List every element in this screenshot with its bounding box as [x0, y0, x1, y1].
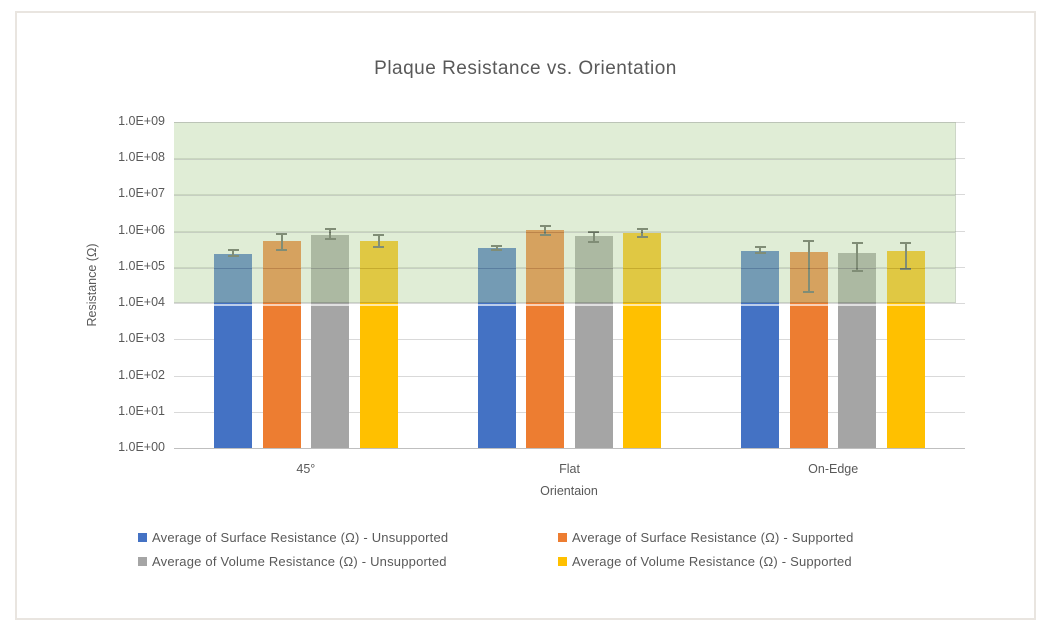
error-bar-cap-low-s2-c2 [539, 233, 551, 236]
bar-series1-cat1[interactable] [214, 254, 253, 448]
error-bar-cap-high-s4-c2 [636, 227, 648, 230]
x-axis-line [174, 448, 965, 449]
gridline-1e5 [174, 266, 965, 268]
bar-series4-cat3[interactable] [886, 250, 925, 448]
y-tick-label-1.0E+05: 1.0E+05 [118, 258, 165, 273]
y-tick-label-1.0E+07: 1.0E+07 [118, 186, 165, 201]
y-tick-label-1.0E+08: 1.0E+08 [118, 150, 165, 165]
band-bottom-edge [174, 304, 956, 307]
gridline-1e6 [174, 230, 965, 232]
x-axis-title: Orientaion [540, 484, 598, 498]
error-bar-cap-high-s2-c3 [803, 239, 815, 242]
legend-item-3[interactable]: Average of Volume Resistance (Ω) - Unsup… [138, 553, 447, 569]
error-bar-cap-low-s1-c2 [491, 249, 503, 252]
bar-series4-cat1[interactable] [359, 240, 398, 448]
error-bar-series4-cat2 [641, 228, 644, 237]
error-bar-cap-low-s4-c2 [636, 235, 648, 238]
y-tick-label-1.0E+02: 1.0E+02 [118, 367, 165, 382]
error-bar-cap-low-s2-c3 [803, 291, 815, 294]
band-gridline-1e8 [174, 159, 955, 161]
error-bar-cap-high-s3-c2 [588, 231, 600, 234]
bar-series4-cat2[interactable] [623, 232, 662, 448]
error-bar-series2-cat3 [807, 240, 810, 293]
error-bar-cap-low-s3-c2 [588, 240, 600, 243]
error-bar-cap-high-s1-c1 [227, 248, 239, 251]
gridline-1e4 [174, 303, 965, 305]
gridline-1e3 [174, 339, 965, 341]
gridline-1e8 [174, 158, 965, 160]
bar-series3-cat1[interactable] [311, 235, 350, 448]
error-bar-series3-cat3 [856, 243, 859, 271]
y-tick-label-1.0E+00: 1.0E+00 [118, 440, 165, 454]
error-bar-cap-high-s2-c2 [539, 224, 551, 227]
legend-label-4: Average of Volume Resistance (Ω) - Suppo… [572, 553, 852, 569]
error-bar-series3-cat2 [592, 232, 595, 242]
error-bar-cap-low-s2-c1 [276, 249, 288, 252]
error-bar-series1-cat1 [232, 249, 235, 257]
y-tick-label-1.0E+03: 1.0E+03 [118, 331, 165, 346]
bar-series1-cat3[interactable] [741, 250, 780, 448]
error-bar-cap-high-s3-c1 [324, 228, 336, 231]
y-tick-label-1.0E+04: 1.0E+04 [118, 295, 165, 310]
error-bar-series3-cat1 [329, 229, 332, 239]
band-gridline-1e6 [174, 231, 955, 233]
y-axis-title: Resistance (Ω) [85, 243, 99, 327]
bar-series3-cat2[interactable] [574, 236, 613, 448]
y-tick-label-1.0E+01: 1.0E+01 [118, 403, 165, 418]
x-tick-label-45°: 45° [296, 462, 316, 476]
legend-swatch-2 [558, 532, 567, 542]
gridline-1e1 [174, 411, 965, 413]
legend-label-3: Average of Volume Resistance (Ω) - Unsup… [152, 553, 447, 569]
x-tick-label-On-Edge: On-Edge [808, 462, 859, 476]
bar-series2-cat2[interactable] [526, 229, 565, 448]
error-bar-cap-low-s4-c1 [373, 246, 385, 249]
plot-area [174, 122, 965, 448]
chart-title: Plaque Resistance vs. Orientation [374, 58, 677, 79]
legend-swatch-1 [138, 532, 147, 542]
error-bar-cap-high-s4-c3 [900, 241, 912, 244]
error-bar-series4-cat3 [904, 242, 907, 269]
legend-item-4[interactable]: Average of Volume Resistance (Ω) - Suppo… [558, 553, 852, 569]
x-tick-label-Flat: Flat [559, 462, 580, 476]
band-gridline-1e7 [174, 195, 955, 197]
bar-series1-cat2[interactable] [477, 248, 516, 448]
gridline-1e9 [174, 122, 965, 123]
error-bar-cap-high-s1-c3 [754, 246, 766, 249]
bar-series2-cat1[interactable] [262, 241, 301, 448]
legend-item-1[interactable]: Average of Surface Resistance (Ω) - Unsu… [138, 529, 449, 545]
y-tick-label-1.0E+09: 1.0E+09 [118, 114, 165, 128]
gridline-1e2 [174, 375, 965, 377]
error-bar-cap-low-s1-c3 [754, 252, 766, 255]
error-bar-cap-low-s1-c1 [227, 255, 239, 258]
y-tick-label-1.0E+06: 1.0E+06 [118, 222, 165, 237]
error-bar-cap-high-s1-c2 [491, 245, 503, 248]
error-bar-cap-low-s3-c3 [851, 269, 863, 272]
error-bar-cap-high-s3-c3 [851, 242, 863, 245]
legend-swatch-4 [558, 556, 567, 566]
legend-swatch-3 [138, 556, 147, 566]
error-bar-series2-cat1 [280, 233, 283, 251]
error-bar-series2-cat2 [544, 225, 547, 235]
chart-frame[interactable]: Plaque Resistance vs. Orientation Resist… [15, 11, 1036, 620]
error-bar-series1-cat3 [759, 247, 762, 254]
error-bar-cap-high-s4-c1 [373, 233, 385, 236]
error-bar-cap-low-s3-c1 [324, 237, 336, 240]
error-bar-cap-high-s2-c1 [276, 232, 288, 235]
error-bar-series1-cat2 [495, 246, 498, 251]
bar-series3-cat3[interactable] [838, 253, 877, 448]
gridline-1e7 [174, 194, 965, 196]
legend-label-1: Average of Surface Resistance (Ω) - Unsu… [152, 529, 449, 545]
legend-item-2[interactable]: Average of Surface Resistance (Ω) - Supp… [558, 529, 854, 545]
error-bar-series4-cat1 [377, 234, 380, 248]
error-bar-cap-low-s4-c3 [900, 267, 912, 270]
legend-label-2: Average of Surface Resistance (Ω) - Supp… [572, 529, 854, 545]
